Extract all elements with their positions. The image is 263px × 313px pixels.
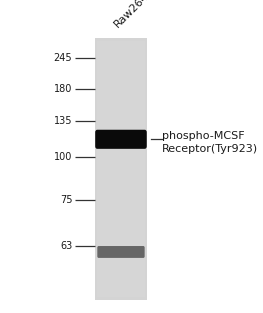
Text: 245: 245 bbox=[54, 53, 72, 63]
Bar bbox=[97, 41, 145, 297]
Text: Receptor(Tyr923): Receptor(Tyr923) bbox=[162, 144, 258, 154]
Text: 63: 63 bbox=[60, 241, 72, 251]
Text: phospho-MCSF: phospho-MCSF bbox=[162, 131, 244, 141]
Text: Raw264.7: Raw264.7 bbox=[113, 0, 159, 30]
FancyBboxPatch shape bbox=[97, 246, 145, 258]
Text: 135: 135 bbox=[54, 115, 72, 126]
Text: 75: 75 bbox=[60, 195, 72, 205]
Bar bbox=[95, 38, 147, 300]
Text: 100: 100 bbox=[54, 151, 72, 162]
Text: 180: 180 bbox=[54, 84, 72, 94]
FancyBboxPatch shape bbox=[95, 130, 147, 149]
